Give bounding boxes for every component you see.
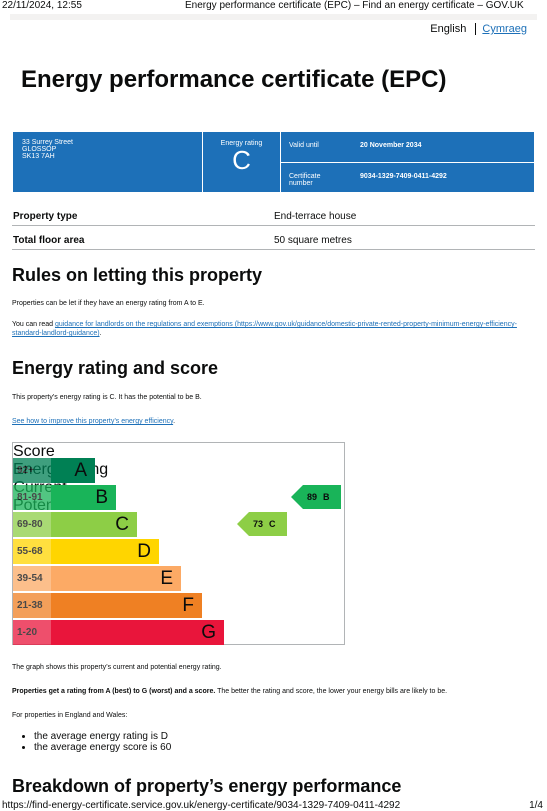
address-line: GLOSSOP — [22, 146, 57, 153]
text: . — [99, 330, 102, 337]
band-score: 39-54 — [13, 566, 51, 591]
language-welsh[interactable]: Cymraeg — [482, 23, 527, 35]
footer-url: https://find-energy-certificate.service.… — [2, 800, 401, 811]
current-score: 73 — [253, 519, 264, 529]
guidance-link[interactable]: guidance for landlords on the regulation… — [12, 321, 517, 337]
certificate-number-value: 9034-1329-7409-0411-4292 — [360, 173, 447, 180]
band-score: 81-91 — [13, 485, 51, 510]
language-english: English — [430, 23, 467, 35]
improve-paragraph: See how to improve this property’s energ… — [12, 418, 175, 425]
rating-note: Properties get a rating from A (best) to… — [12, 688, 447, 695]
valid-until: Valid until 20 November 2034 — [280, 131, 535, 163]
row-label: Property type — [13, 211, 78, 222]
band-bar: F — [51, 593, 202, 618]
table-row: Total floor area 50 square metres — [12, 225, 535, 249]
band-bar: G — [51, 620, 224, 645]
row-label: Total floor area — [13, 235, 85, 246]
certificate-number-label: Certificate number — [289, 173, 321, 187]
energy-paragraph: This property’s energy rating is C. It h… — [12, 394, 202, 401]
page-heading: Energy performance certificate (EPC) — [21, 66, 447, 93]
improve-link[interactable]: See how to improve this property’s energ… — [12, 418, 174, 425]
language-switcher: English Cymraeg — [430, 23, 527, 35]
table-row: Property type End-terrace house — [12, 202, 535, 225]
address-line: 33 Surrey Street — [22, 139, 73, 146]
band-bar: A — [51, 458, 95, 483]
potential-rating-arrow: 89 B — [291, 485, 341, 509]
current-rating-arrow: 73 C — [237, 512, 287, 536]
potential-letter: B — [323, 492, 330, 502]
band-bar: D — [51, 539, 159, 564]
band-score: 1-20 — [13, 620, 51, 645]
print-title: Energy performance certificate (EPC) – F… — [185, 0, 524, 11]
rating-label: Energy rating — [220, 140, 263, 147]
rating: C — [232, 145, 251, 175]
band-bar: B — [51, 485, 116, 510]
print-footer: https://find-energy-certificate.service.… — [2, 800, 545, 811]
band-bar: E — [51, 566, 181, 591]
row-value: End-terrace house — [274, 211, 357, 222]
rules-guidance: You can read guidance for landlords on t… — [12, 320, 532, 338]
average-item: the average energy rating is D — [34, 731, 171, 742]
epc-summary: 33 Surrey Street GLOSSOP SK13 7AH Energy… — [12, 131, 535, 193]
text: . — [173, 418, 176, 425]
band-bar: C — [51, 512, 137, 537]
band-score: 69-80 — [13, 512, 51, 537]
breakdown-heading: Breakdown of property’s energy performan… — [12, 776, 402, 796]
column-header: Score — [13, 443, 55, 460]
band-score: 21-38 — [13, 593, 51, 618]
header-bar — [10, 14, 537, 20]
band-score: 92+ — [13, 458, 51, 483]
text: You can read — [12, 321, 55, 328]
averages-intro: For properties in England and Wales: — [12, 712, 128, 719]
certificate-number: Certificate number 9034-1329-7409-0411-4… — [280, 162, 535, 193]
energy-heading: Energy rating and score — [12, 358, 219, 378]
rules-heading: Rules on letting this property — [12, 265, 263, 285]
current-letter: C — [269, 519, 276, 529]
valid-until-value: 20 November 2034 — [360, 142, 422, 149]
band-score: 55-68 — [13, 539, 51, 564]
rating-chart: ScoreEnergy ratingCurrentPotential92+A81… — [12, 442, 345, 645]
footer-page: 1/4 — [529, 800, 543, 811]
potential-score: 89 — [307, 492, 318, 502]
table-rule — [12, 249, 535, 250]
averages-list: the average energy rating is D the avera… — [12, 731, 171, 753]
graph-note: The graph shows this property’s current … — [12, 664, 222, 671]
address-line: SK13 7AH — [22, 153, 55, 160]
row-value: 50 square metres — [274, 235, 352, 246]
rating-cell: Energy rating C — [202, 131, 281, 193]
print-date: 22/11/2024, 12:55 — [2, 0, 82, 11]
address: 33 Surrey Street GLOSSOP SK13 7AH — [12, 131, 203, 193]
valid-until-label: Valid until — [289, 142, 319, 149]
text: The better the rating and score, the low… — [215, 688, 448, 695]
property-table: Property type End-terrace house Total fl… — [12, 202, 535, 250]
rules-paragraph: Properties can be let if they have an en… — [12, 300, 205, 307]
average-item: the average energy score is 60 — [34, 742, 171, 753]
bold-text: Properties get a rating from A (best) to… — [12, 688, 216, 695]
